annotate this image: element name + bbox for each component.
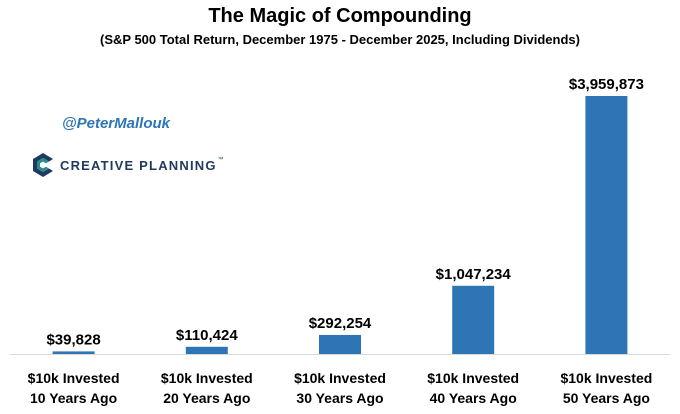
data-label-1: $39,828	[46, 331, 100, 348]
data-label-4: $1,047,234	[436, 266, 512, 283]
bar-5	[585, 96, 628, 354]
category-label-4-line-1: $10k Invested	[427, 370, 519, 386]
chart-title: The Magic of Compounding	[208, 5, 472, 27]
category-label-1-line-2: 10 Years Ago	[30, 390, 117, 406]
trademark-symbol: ™	[217, 157, 224, 163]
bar-4	[452, 285, 495, 354]
category-label-1-line-1: $10k Invested	[28, 370, 120, 386]
bar-group	[52, 96, 628, 354]
category-label-5-line-1: $10k Invested	[560, 370, 652, 386]
creative-planning-logo: CREATIVE PLANNING ™	[32, 152, 224, 178]
bar-1	[52, 351, 95, 354]
category-label-2-line-2: 20 Years Ago	[163, 390, 250, 406]
data-label-3: $292,254	[309, 315, 372, 332]
category-label-3-line-2: 30 Years Ago	[296, 390, 383, 406]
data-label-5: $3,959,873	[569, 76, 644, 93]
twitter-handle: @PeterMallouk	[62, 115, 170, 132]
category-label-4-line-2: 40 Years Ago	[430, 390, 517, 406]
category-label-5-line-2: 50 Years Ago	[563, 390, 650, 406]
data-label-2: $110,424	[176, 327, 238, 344]
bar-2	[185, 346, 228, 354]
category-label-3-line-1: $10k Invested	[294, 370, 386, 386]
category-label-group: $10k Invested 10 Years Ago $10k Invested 20…	[28, 370, 653, 406]
data-label-group: $39,828 $110,424 $292,254 $1,047,234 $3,959,…	[46, 76, 643, 348]
bar-3	[319, 334, 361, 354]
creative-planning-c-icon	[33, 153, 53, 177]
brand-name: CREATIVE PLANNING	[60, 157, 217, 173]
category-label-2-line-1: $10k Invested	[161, 370, 253, 386]
chart-subtitle: (S&P 500 Total Return, December 1975 - D…	[100, 32, 580, 47]
